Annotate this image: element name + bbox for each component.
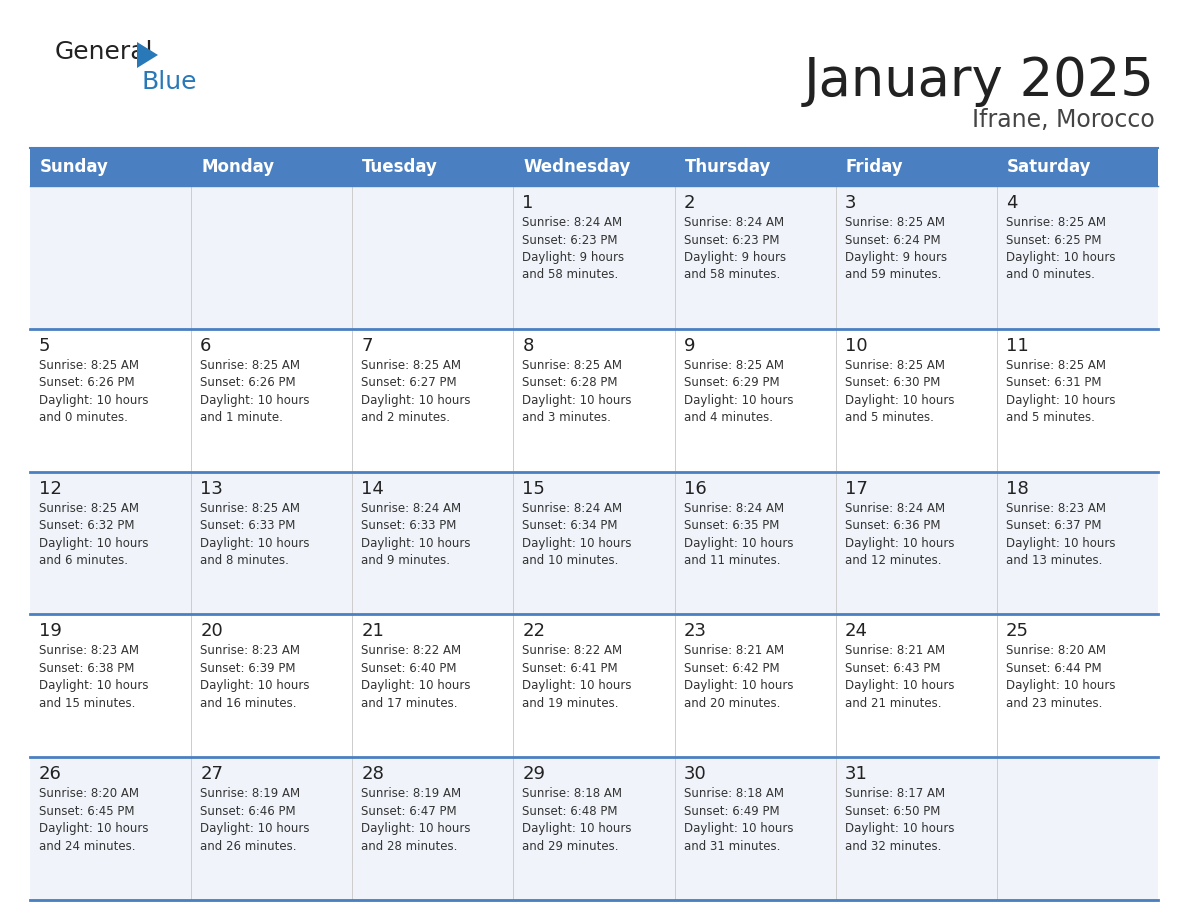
Text: 6: 6 xyxy=(200,337,211,354)
Text: Sunrise: 8:24 AM
Sunset: 6:23 PM
Daylight: 9 hours
and 58 minutes.: Sunrise: 8:24 AM Sunset: 6:23 PM Dayligh… xyxy=(523,216,625,282)
Text: 26: 26 xyxy=(39,766,62,783)
Text: 9: 9 xyxy=(683,337,695,354)
Text: Sunrise: 8:25 AM
Sunset: 6:32 PM
Daylight: 10 hours
and 6 minutes.: Sunrise: 8:25 AM Sunset: 6:32 PM Dayligh… xyxy=(39,501,148,567)
Text: 15: 15 xyxy=(523,479,545,498)
Text: Sunrise: 8:18 AM
Sunset: 6:48 PM
Daylight: 10 hours
and 29 minutes.: Sunrise: 8:18 AM Sunset: 6:48 PM Dayligh… xyxy=(523,788,632,853)
Text: 25: 25 xyxy=(1006,622,1029,641)
Text: 22: 22 xyxy=(523,622,545,641)
Text: 1: 1 xyxy=(523,194,533,212)
Text: January 2025: January 2025 xyxy=(804,55,1155,107)
Text: Sunrise: 8:25 AM
Sunset: 6:33 PM
Daylight: 10 hours
and 8 minutes.: Sunrise: 8:25 AM Sunset: 6:33 PM Dayligh… xyxy=(200,501,310,567)
Text: Sunrise: 8:25 AM
Sunset: 6:30 PM
Daylight: 10 hours
and 5 minutes.: Sunrise: 8:25 AM Sunset: 6:30 PM Dayligh… xyxy=(845,359,954,424)
Bar xyxy=(30,329,1158,472)
Bar xyxy=(30,186,1158,329)
Text: Sunrise: 8:25 AM
Sunset: 6:28 PM
Daylight: 10 hours
and 3 minutes.: Sunrise: 8:25 AM Sunset: 6:28 PM Dayligh… xyxy=(523,359,632,424)
Text: Sunrise: 8:25 AM
Sunset: 6:29 PM
Daylight: 10 hours
and 4 minutes.: Sunrise: 8:25 AM Sunset: 6:29 PM Dayligh… xyxy=(683,359,794,424)
Text: 18: 18 xyxy=(1006,479,1029,498)
Text: 5: 5 xyxy=(39,337,51,354)
Text: Sunrise: 8:21 AM
Sunset: 6:43 PM
Daylight: 10 hours
and 21 minutes.: Sunrise: 8:21 AM Sunset: 6:43 PM Dayligh… xyxy=(845,644,954,710)
Text: 7: 7 xyxy=(361,337,373,354)
Text: Sunrise: 8:25 AM
Sunset: 6:24 PM
Daylight: 9 hours
and 59 minutes.: Sunrise: 8:25 AM Sunset: 6:24 PM Dayligh… xyxy=(845,216,947,282)
Text: Sunrise: 8:19 AM
Sunset: 6:47 PM
Daylight: 10 hours
and 28 minutes.: Sunrise: 8:19 AM Sunset: 6:47 PM Dayligh… xyxy=(361,788,470,853)
Text: 27: 27 xyxy=(200,766,223,783)
Text: Sunrise: 8:24 AM
Sunset: 6:34 PM
Daylight: 10 hours
and 10 minutes.: Sunrise: 8:24 AM Sunset: 6:34 PM Dayligh… xyxy=(523,501,632,567)
Bar xyxy=(30,472,1158,614)
Bar xyxy=(30,614,1158,757)
Text: 2: 2 xyxy=(683,194,695,212)
Text: Friday: Friday xyxy=(846,158,903,176)
Text: Sunrise: 8:18 AM
Sunset: 6:49 PM
Daylight: 10 hours
and 31 minutes.: Sunrise: 8:18 AM Sunset: 6:49 PM Dayligh… xyxy=(683,788,794,853)
Text: Sunrise: 8:22 AM
Sunset: 6:41 PM
Daylight: 10 hours
and 19 minutes.: Sunrise: 8:22 AM Sunset: 6:41 PM Dayligh… xyxy=(523,644,632,710)
Text: 21: 21 xyxy=(361,622,384,641)
Text: Sunrise: 8:20 AM
Sunset: 6:45 PM
Daylight: 10 hours
and 24 minutes.: Sunrise: 8:20 AM Sunset: 6:45 PM Dayligh… xyxy=(39,788,148,853)
Text: Sunrise: 8:23 AM
Sunset: 6:39 PM
Daylight: 10 hours
and 16 minutes.: Sunrise: 8:23 AM Sunset: 6:39 PM Dayligh… xyxy=(200,644,310,710)
Text: Sunrise: 8:24 AM
Sunset: 6:33 PM
Daylight: 10 hours
and 9 minutes.: Sunrise: 8:24 AM Sunset: 6:33 PM Dayligh… xyxy=(361,501,470,567)
Text: 8: 8 xyxy=(523,337,533,354)
Bar xyxy=(30,148,1158,186)
Text: Sunrise: 8:25 AM
Sunset: 6:27 PM
Daylight: 10 hours
and 2 minutes.: Sunrise: 8:25 AM Sunset: 6:27 PM Dayligh… xyxy=(361,359,470,424)
Text: 20: 20 xyxy=(200,622,223,641)
Text: 11: 11 xyxy=(1006,337,1029,354)
Text: Sunrise: 8:20 AM
Sunset: 6:44 PM
Daylight: 10 hours
and 23 minutes.: Sunrise: 8:20 AM Sunset: 6:44 PM Dayligh… xyxy=(1006,644,1116,710)
Text: 24: 24 xyxy=(845,622,867,641)
Polygon shape xyxy=(137,42,158,68)
Text: 29: 29 xyxy=(523,766,545,783)
Text: 17: 17 xyxy=(845,479,867,498)
Text: Sunrise: 8:25 AM
Sunset: 6:26 PM
Daylight: 10 hours
and 0 minutes.: Sunrise: 8:25 AM Sunset: 6:26 PM Dayligh… xyxy=(39,359,148,424)
Bar xyxy=(30,757,1158,900)
Text: 30: 30 xyxy=(683,766,707,783)
Text: 12: 12 xyxy=(39,479,62,498)
Text: Tuesday: Tuesday xyxy=(362,158,438,176)
Text: Thursday: Thursday xyxy=(684,158,771,176)
Text: General: General xyxy=(55,40,153,64)
Text: 31: 31 xyxy=(845,766,867,783)
Text: Sunrise: 8:19 AM
Sunset: 6:46 PM
Daylight: 10 hours
and 26 minutes.: Sunrise: 8:19 AM Sunset: 6:46 PM Dayligh… xyxy=(200,788,310,853)
Text: 28: 28 xyxy=(361,766,384,783)
Text: Sunrise: 8:24 AM
Sunset: 6:36 PM
Daylight: 10 hours
and 12 minutes.: Sunrise: 8:24 AM Sunset: 6:36 PM Dayligh… xyxy=(845,501,954,567)
Text: Sunrise: 8:21 AM
Sunset: 6:42 PM
Daylight: 10 hours
and 20 minutes.: Sunrise: 8:21 AM Sunset: 6:42 PM Dayligh… xyxy=(683,644,794,710)
Text: 3: 3 xyxy=(845,194,857,212)
Text: Sunrise: 8:24 AM
Sunset: 6:23 PM
Daylight: 9 hours
and 58 minutes.: Sunrise: 8:24 AM Sunset: 6:23 PM Dayligh… xyxy=(683,216,785,282)
Text: Saturday: Saturday xyxy=(1007,158,1092,176)
Text: Sunrise: 8:23 AM
Sunset: 6:38 PM
Daylight: 10 hours
and 15 minutes.: Sunrise: 8:23 AM Sunset: 6:38 PM Dayligh… xyxy=(39,644,148,710)
Text: 4: 4 xyxy=(1006,194,1017,212)
Text: 16: 16 xyxy=(683,479,707,498)
Text: Sunrise: 8:25 AM
Sunset: 6:25 PM
Daylight: 10 hours
and 0 minutes.: Sunrise: 8:25 AM Sunset: 6:25 PM Dayligh… xyxy=(1006,216,1116,282)
Text: Blue: Blue xyxy=(143,70,197,94)
Text: 14: 14 xyxy=(361,479,384,498)
Text: 19: 19 xyxy=(39,622,62,641)
Text: Wednesday: Wednesday xyxy=(524,158,631,176)
Text: Sunrise: 8:25 AM
Sunset: 6:26 PM
Daylight: 10 hours
and 1 minute.: Sunrise: 8:25 AM Sunset: 6:26 PM Dayligh… xyxy=(200,359,310,424)
Text: Sunrise: 8:24 AM
Sunset: 6:35 PM
Daylight: 10 hours
and 11 minutes.: Sunrise: 8:24 AM Sunset: 6:35 PM Dayligh… xyxy=(683,501,794,567)
Text: 23: 23 xyxy=(683,622,707,641)
Text: Monday: Monday xyxy=(201,158,274,176)
Text: Sunrise: 8:17 AM
Sunset: 6:50 PM
Daylight: 10 hours
and 32 minutes.: Sunrise: 8:17 AM Sunset: 6:50 PM Dayligh… xyxy=(845,788,954,853)
Text: 13: 13 xyxy=(200,479,223,498)
Text: Sunrise: 8:25 AM
Sunset: 6:31 PM
Daylight: 10 hours
and 5 minutes.: Sunrise: 8:25 AM Sunset: 6:31 PM Dayligh… xyxy=(1006,359,1116,424)
Text: Sunrise: 8:22 AM
Sunset: 6:40 PM
Daylight: 10 hours
and 17 minutes.: Sunrise: 8:22 AM Sunset: 6:40 PM Dayligh… xyxy=(361,644,470,710)
Text: Sunrise: 8:23 AM
Sunset: 6:37 PM
Daylight: 10 hours
and 13 minutes.: Sunrise: 8:23 AM Sunset: 6:37 PM Dayligh… xyxy=(1006,501,1116,567)
Text: Sunday: Sunday xyxy=(40,158,109,176)
Text: 10: 10 xyxy=(845,337,867,354)
Text: Ifrane, Morocco: Ifrane, Morocco xyxy=(972,108,1155,132)
